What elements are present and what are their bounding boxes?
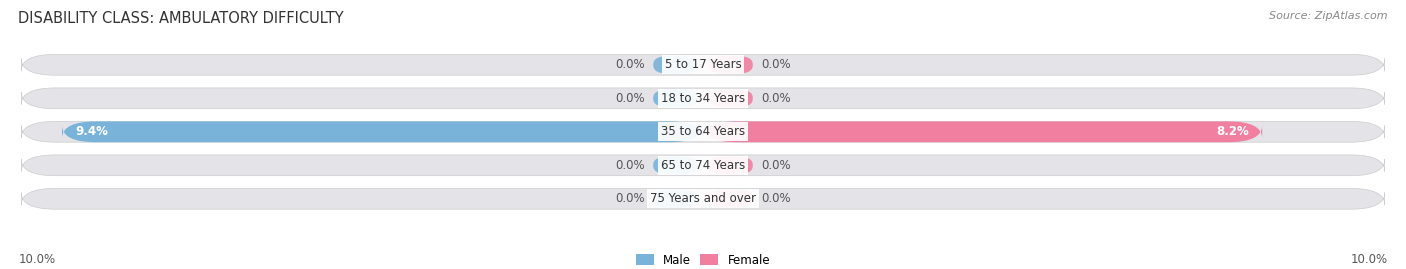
FancyBboxPatch shape [709, 190, 752, 208]
FancyBboxPatch shape [709, 89, 752, 107]
Text: 0.0%: 0.0% [761, 92, 790, 105]
Text: 0.0%: 0.0% [616, 92, 645, 105]
FancyBboxPatch shape [654, 89, 697, 107]
FancyBboxPatch shape [21, 88, 1385, 109]
FancyBboxPatch shape [709, 56, 752, 74]
FancyBboxPatch shape [21, 121, 1385, 142]
Text: 0.0%: 0.0% [616, 159, 645, 172]
Text: 65 to 74 Years: 65 to 74 Years [661, 159, 745, 172]
Text: 0.0%: 0.0% [616, 58, 645, 71]
Text: 75 Years and over: 75 Years and over [650, 192, 756, 205]
Text: 0.0%: 0.0% [761, 192, 790, 205]
Text: Source: ZipAtlas.com: Source: ZipAtlas.com [1270, 11, 1388, 21]
FancyBboxPatch shape [703, 121, 1263, 142]
Text: 0.0%: 0.0% [616, 192, 645, 205]
Text: 9.4%: 9.4% [76, 125, 108, 138]
Text: DISABILITY CLASS: AMBULATORY DIFFICULTY: DISABILITY CLASS: AMBULATORY DIFFICULTY [18, 11, 344, 26]
Text: 0.0%: 0.0% [761, 58, 790, 71]
Text: 18 to 34 Years: 18 to 34 Years [661, 92, 745, 105]
Text: 8.2%: 8.2% [1216, 125, 1249, 138]
Text: 10.0%: 10.0% [1351, 253, 1388, 266]
FancyBboxPatch shape [654, 56, 697, 74]
FancyBboxPatch shape [654, 156, 697, 174]
FancyBboxPatch shape [709, 156, 752, 174]
Text: 35 to 64 Years: 35 to 64 Years [661, 125, 745, 138]
FancyBboxPatch shape [21, 54, 1385, 75]
Legend: Male, Female: Male, Female [631, 249, 775, 269]
Text: 0.0%: 0.0% [761, 159, 790, 172]
FancyBboxPatch shape [654, 190, 697, 208]
FancyBboxPatch shape [62, 121, 703, 142]
FancyBboxPatch shape [21, 188, 1385, 209]
FancyBboxPatch shape [21, 155, 1385, 176]
Text: 5 to 17 Years: 5 to 17 Years [665, 58, 741, 71]
Text: 10.0%: 10.0% [18, 253, 55, 266]
